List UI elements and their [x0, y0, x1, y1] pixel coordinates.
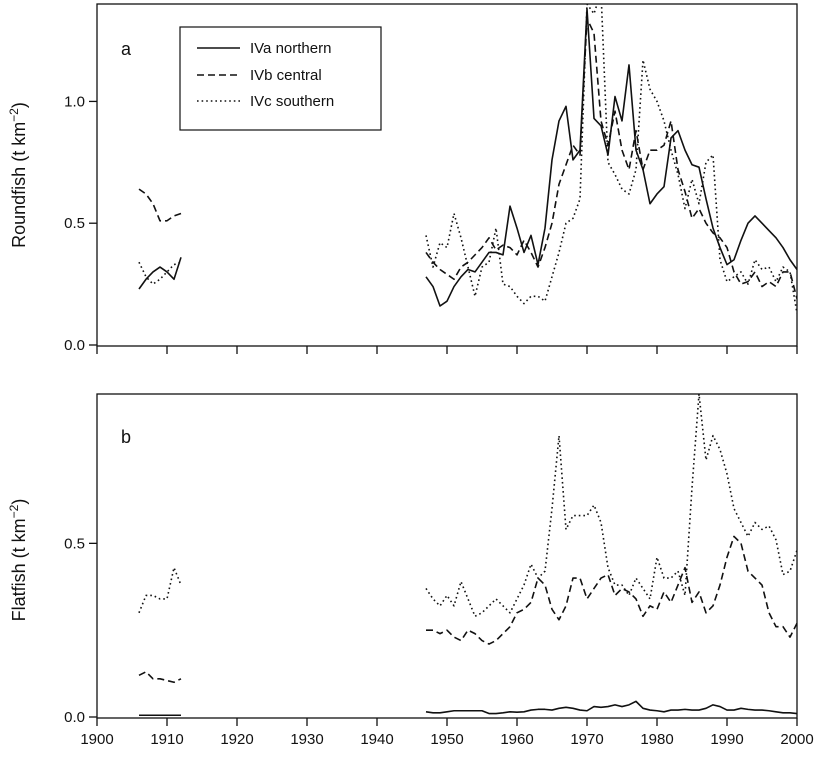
panel-b-ylabel: Flatfish (t km−2)	[7, 499, 29, 622]
panel-b-xtick-label: 1970	[570, 731, 603, 748]
panel-b-letter: b	[121, 427, 131, 447]
legend-label-ivb: IVb central	[250, 67, 322, 84]
panel-a-ytick-label: 0.5	[64, 215, 85, 232]
legend: IVa northern IVb central IVc southern	[179, 26, 382, 131]
panel-b-series-ivb-central-segment-1	[138, 671, 182, 684]
panel-b-series-ivc-southern-segment-1	[138, 566, 182, 614]
panel-a-ylabel-main: Roundfish (t km	[9, 122, 29, 248]
panel-b-xtick-label: 1980	[640, 731, 673, 748]
panel-a-series-ivc-southern-segment-2	[425, 4, 797, 314]
panel-a-series-iva-northern-segment-2	[425, 8, 797, 307]
panel-b-ytick-label: 0.5	[64, 535, 85, 552]
panel-a-series-ivb-central-segment-1	[138, 188, 182, 222]
legend-label-ivc: IVc southern	[250, 93, 334, 110]
panel-b-frame	[96, 393, 798, 719]
legend-label-iva: IVa northern	[250, 40, 331, 57]
panel-b-xtick-label: 1940	[360, 731, 393, 748]
panel-b-ylabel-tail: )	[9, 499, 29, 505]
panel-b-x-ticks: 1900 1910 1920 1930 1940 1950 1960 1970 1980 1990…	[80, 718, 814, 748]
panel-b-xtick-label: 1920	[220, 731, 253, 748]
panel-b-xtick-label: 1900	[80, 731, 113, 748]
panel-b-series	[138, 394, 797, 717]
panel-b-series-ivb-central-segment-2	[426, 535, 797, 645]
panel-b-ylabel-sup: −2	[7, 504, 21, 518]
panel-a-series-iva-northern-segment-1	[138, 257, 182, 290]
panel-b-ylabel-main: Flatfish (t km	[9, 518, 29, 621]
panel-b-xtick-label: 1930	[290, 731, 323, 748]
panel-a-y-ticks: 0.0 0.5 1.0	[64, 93, 97, 354]
panel-a-ylabel-sup: −2	[7, 108, 21, 122]
panel-a-ytick-label: 1.0	[64, 93, 85, 110]
panel-b-xtick-label: 1960	[500, 731, 533, 748]
panel-b-xtick-label: 1990	[710, 731, 743, 748]
legend-box	[179, 26, 382, 131]
panel-a-series-ivb-central-segment-2	[425, 17, 797, 299]
panel-a-x-ticks	[96, 346, 798, 354]
panel-a-ytick-label: 0.0	[64, 337, 85, 354]
panel-a-ylabel-tail: )	[9, 102, 29, 108]
panel-b-series-iva-northern-segment-2	[425, 700, 797, 715]
panel-b-ytick-label: 0.0	[64, 709, 85, 726]
panel-b-xtick-label: 1910	[150, 731, 183, 748]
panel-b-xtick-label: 2000	[780, 731, 813, 748]
panel-b-series-ivc-southern-segment-2	[425, 394, 797, 618]
panel-b: 0.00.5 1900 1910 1920 1930 1940 1950 1960 1970 1…	[7, 393, 814, 748]
panel-a-ylabel: Roundfish (t km−2)	[7, 102, 29, 248]
panel-a-letter: a	[121, 39, 132, 59]
panel-a: 0.0 0.5 1.0 a Roundfish (t km−2) IVa north…	[7, 3, 798, 354]
panel-b-y-ticks: 0.0 0.5	[64, 535, 97, 726]
panel-a-series	[138, 4, 797, 314]
panel-b-xtick-label: 1950	[430, 731, 463, 748]
